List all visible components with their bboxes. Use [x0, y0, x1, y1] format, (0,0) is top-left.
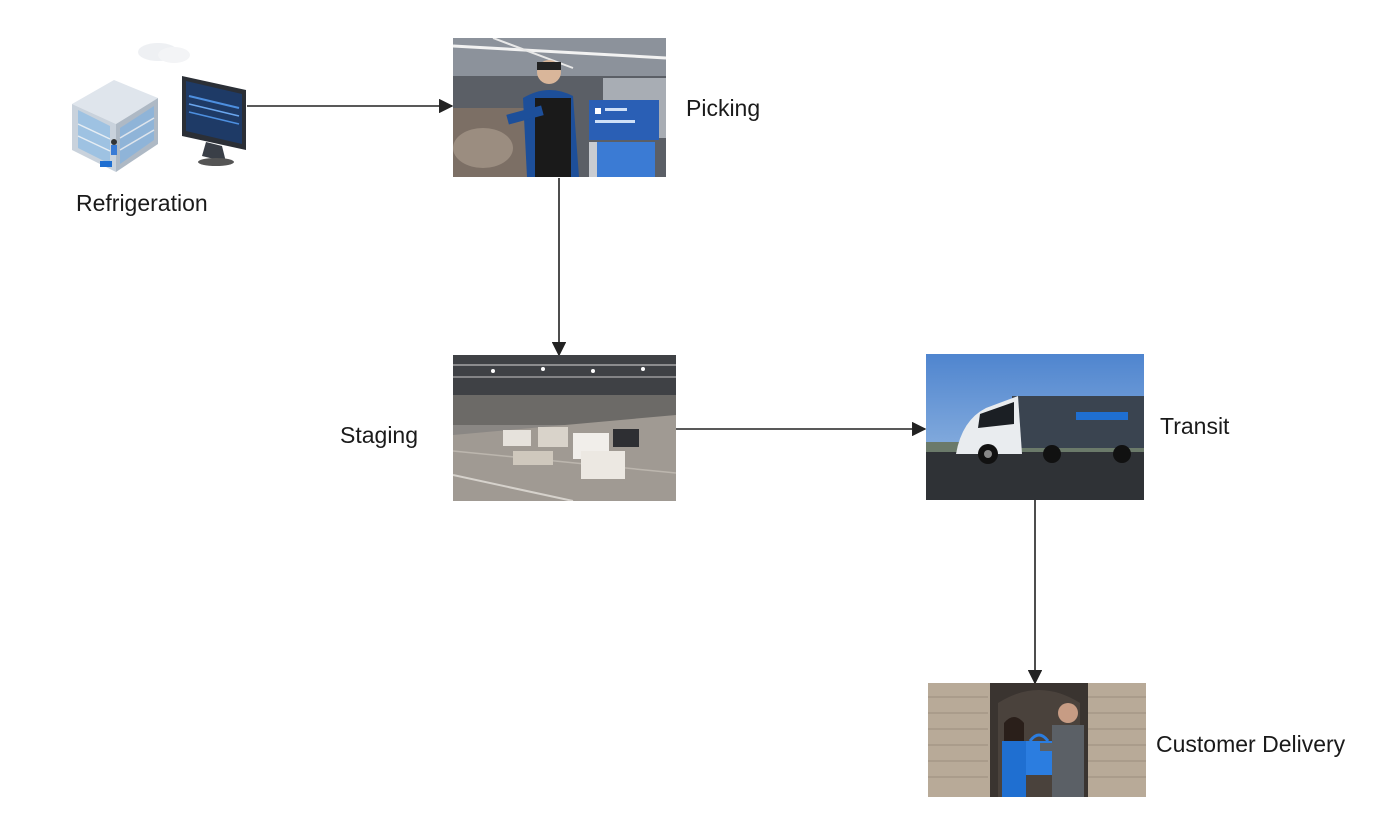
- truck-transit-photo: [926, 354, 1144, 500]
- node-label-picking: Picking: [686, 95, 761, 121]
- store-picking-photo: [453, 38, 666, 177]
- doorstep-delivery-photo: [928, 683, 1146, 797]
- warehouse-staging-photo: [453, 355, 676, 501]
- node-label-refrigeration: Refrigeration: [76, 190, 208, 216]
- node-label-transit: Transit: [1160, 413, 1230, 439]
- refrigeration-monitor-icon: [72, 43, 246, 172]
- node-label-staging: Staging: [340, 422, 419, 448]
- node-label-customer-delivery: Customer Delivery: [1156, 731, 1346, 757]
